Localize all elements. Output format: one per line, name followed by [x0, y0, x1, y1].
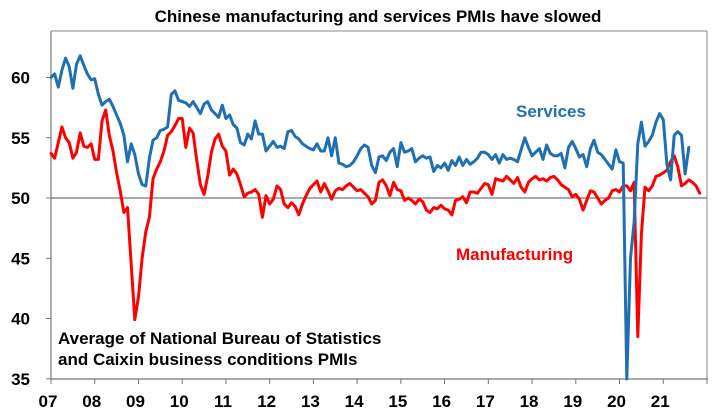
series-lines: [49, 54, 702, 381]
x-tick-label: 11: [214, 392, 232, 411]
chart-title: Chinese manufacturing and services PMIs …: [155, 7, 602, 26]
x-tick-label: 17: [476, 392, 495, 411]
x-tick-label: 09: [126, 392, 145, 411]
x-tick-label: 20: [607, 392, 626, 411]
y-tick-label: 55: [11, 129, 30, 148]
y-tick-label: 60: [11, 69, 30, 88]
y-tick-label: 50: [11, 189, 30, 208]
x-tick-label: 19: [563, 392, 582, 411]
series-line-services: [49, 54, 691, 381]
y-tick-label: 35: [11, 370, 30, 389]
x-tick-label: 07: [39, 392, 58, 411]
x-tick-label: 14: [345, 392, 364, 411]
x-tick-label: 10: [170, 392, 189, 411]
y-tick-label: 40: [11, 310, 30, 329]
x-tick-label: 08: [82, 392, 101, 411]
x-tick-label: 12: [257, 392, 276, 411]
series-label-services: Services: [516, 102, 586, 121]
x-tick-label: 16: [432, 392, 451, 411]
x-tick-label: 21: [651, 392, 670, 411]
source-annotation-line-2: and Caixin business conditions PMIs: [58, 350, 357, 369]
series-label-manufacturing: Manufacturing: [456, 245, 573, 264]
x-axis-ticks: 07 08 09 10 11 12 13 14 15 16 17 18 19 20 21: [39, 379, 708, 411]
y-axis-ticks: 35 40 45 50 55 60: [11, 69, 51, 389]
series-line-manufacturing: [49, 108, 702, 339]
x-tick-label: 15: [388, 392, 407, 411]
x-tick-label: 13: [301, 392, 320, 411]
x-tick-label: 18: [520, 392, 539, 411]
source-annotation-line-1: Average of National Bureau of Statistics: [58, 329, 381, 348]
plot-frame: [50, 30, 708, 380]
y-tick-label: 45: [11, 249, 30, 268]
